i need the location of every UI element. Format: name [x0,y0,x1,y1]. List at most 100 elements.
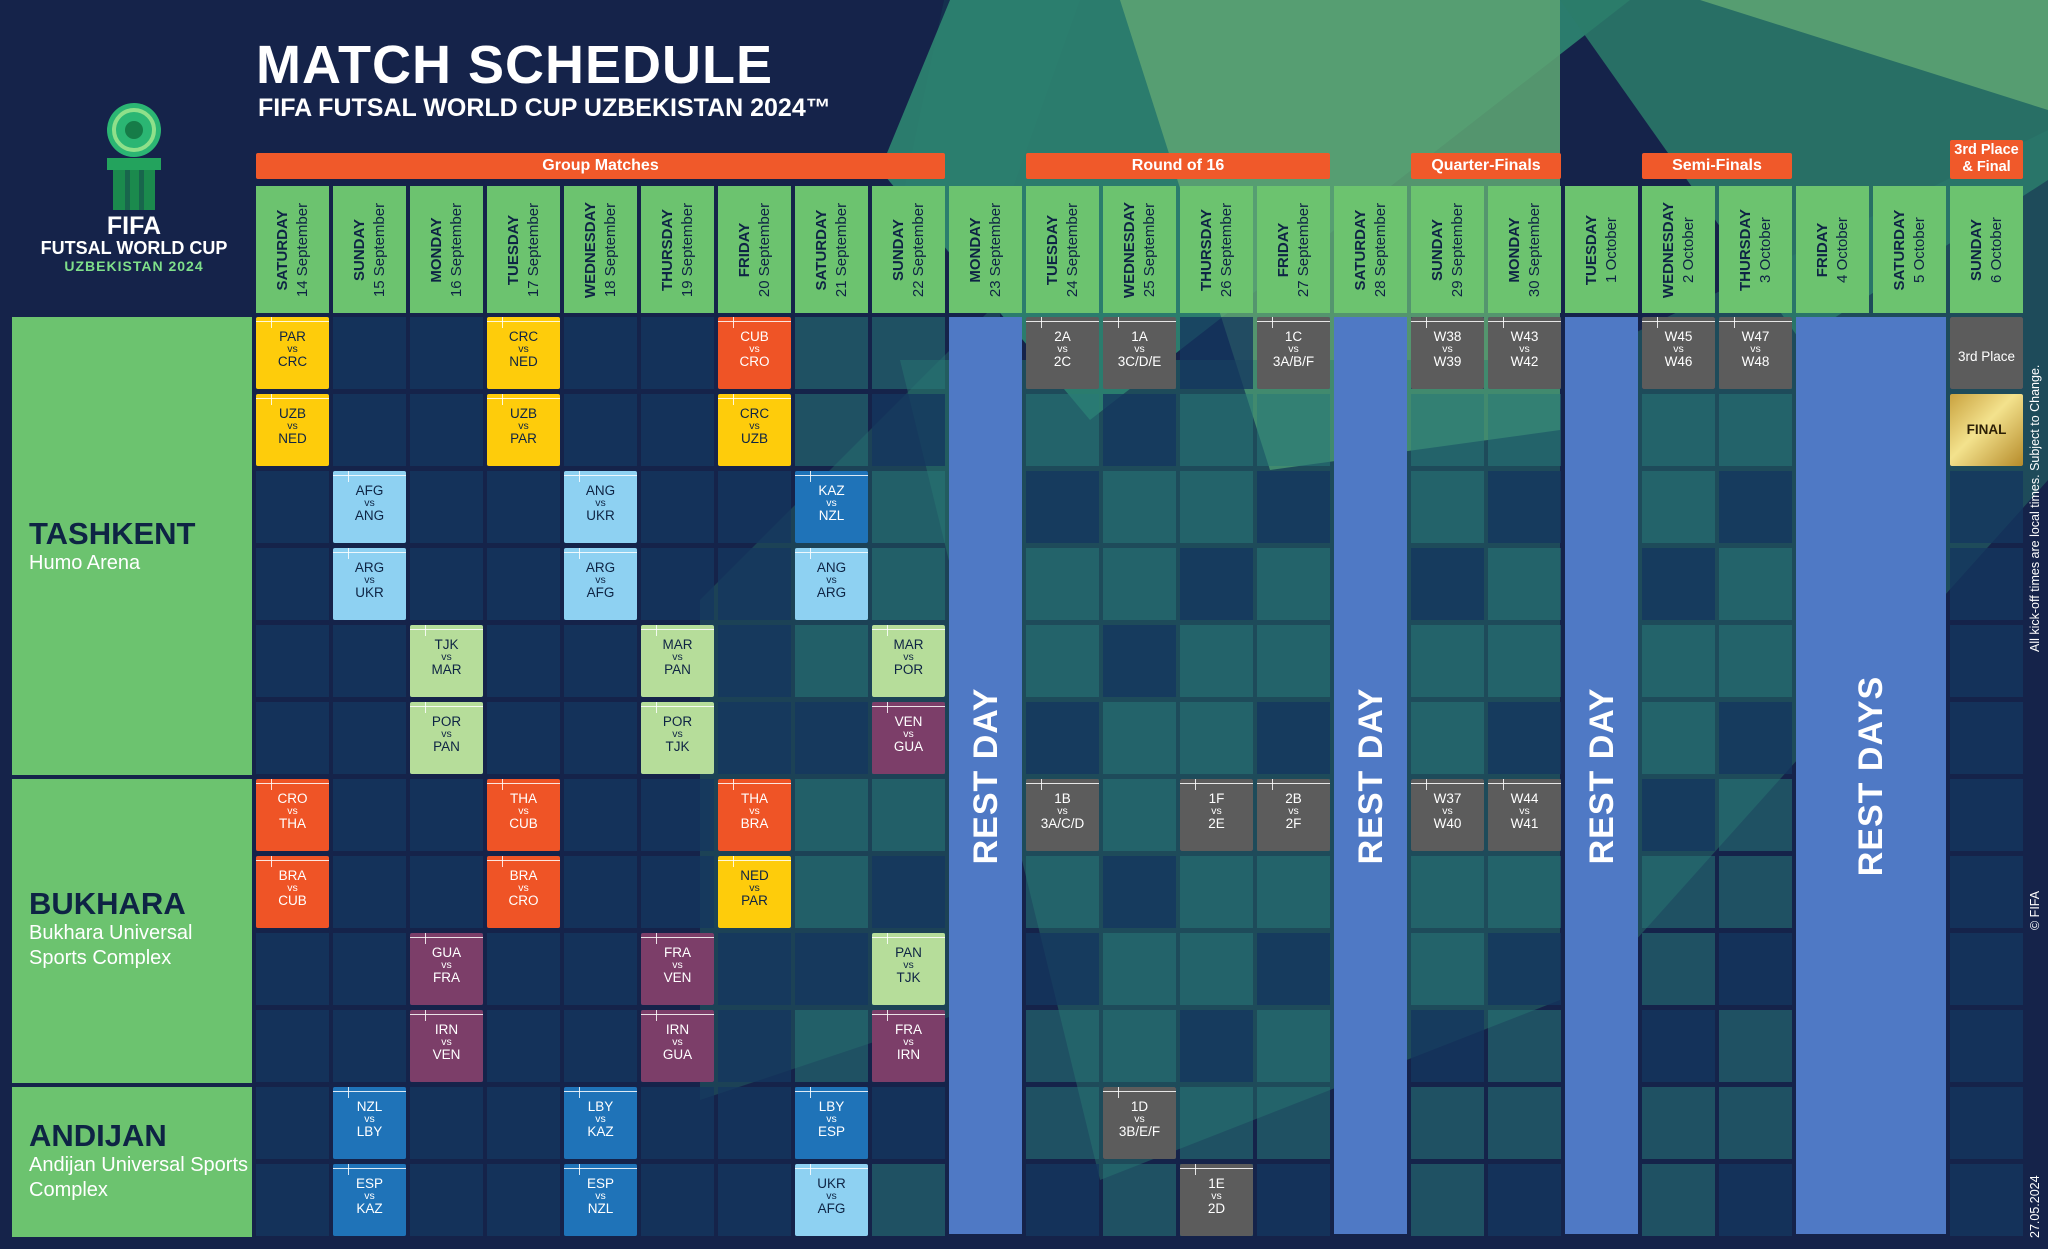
schedule-cell [256,1010,329,1082]
match-card[interactable]: VEN vs GUA [872,702,945,774]
schedule-cell [1026,1010,1099,1082]
day-header: SUNDAY 22 September [872,186,945,313]
team-a: CRO [277,791,308,806]
team-b: AFG [586,584,615,600]
schedule-cell [333,317,406,389]
day-header-text: TUESDAY 17 September [504,192,544,308]
team-a: W38 [1433,329,1462,344]
team-a: LBY [587,1099,614,1114]
match-card[interactable]: ARG vs AFG [564,548,637,620]
team-b: NED [278,430,307,446]
match-card[interactable]: W45 vs W46 [1642,317,1715,389]
venue-city: TASHKENT [29,516,196,551]
team-b: IRN [896,1046,921,1062]
vs-label: vs [595,573,606,586]
match-card[interactable]: 1B vs 3A/C/D [1026,779,1099,851]
match-card[interactable]: NED vs PAR [718,856,791,928]
match-card[interactable]: FRA vs VEN [641,933,714,1005]
match-card[interactable]: ANG vs ARG [795,548,868,620]
schedule-cell [1103,1010,1176,1082]
match-card[interactable]: TJK vs MAR [410,625,483,697]
futsal-ball-icon [107,103,161,210]
match-card[interactable]: THA vs BRA [718,779,791,851]
match-card[interactable]: PAR vs CRC [256,317,329,389]
vs-label: vs [903,650,914,663]
day-weekday: SATURDAY [812,209,830,290]
match-card[interactable]: CUB vs CRO [718,317,791,389]
day-date: 3 October [1756,216,1774,283]
schedule-cell [795,317,868,389]
day-header: TUESDAY 17 September [487,186,560,313]
match-card[interactable]: IRN vs VEN [410,1010,483,1082]
match-card[interactable]: IRN vs GUA [641,1010,714,1082]
vs-label: vs [364,573,375,586]
match-card[interactable]: 1A vs 3C/D/E [1103,317,1176,389]
vs-label: vs [364,496,375,509]
match-card[interactable]: W47 vs W48 [1719,317,1792,389]
match-card[interactable]: THA vs CUB [487,779,560,851]
team-a: W47 [1741,329,1770,344]
match-card[interactable]: ANG vs UKR [564,471,637,543]
schedule-cell [564,933,637,1005]
match-card[interactable]: UZB vs NED [256,394,329,466]
match-card[interactable]: ARG vs UKR [333,548,406,620]
team-b: PAN [664,661,691,677]
match-card[interactable]: BRA vs CUB [256,856,329,928]
vs-label: vs [441,1035,452,1048]
schedule-cell [1642,548,1715,620]
match-card[interactable]: LBY vs KAZ [564,1087,637,1159]
match-card[interactable]: KAZ vs NZL [795,471,868,543]
match-card[interactable]: FRA vs IRN [872,1010,945,1082]
schedule-cell [1257,933,1330,1005]
match-card[interactable]: UKR vs AFG [795,1164,868,1236]
match-card[interactable]: CRC vs UZB [718,394,791,466]
match-card[interactable]: 1C vs 3A/B/F [1257,317,1330,389]
schedule-cell [1257,856,1330,928]
match-card[interactable]: W38 vs W39 [1411,317,1484,389]
third-place-card[interactable]: 3rd Place [1950,317,2023,389]
match-card[interactable]: NZL vs LBY [333,1087,406,1159]
match-card[interactable]: MAR vs PAN [641,625,714,697]
match-card[interactable]: BRA vs CRO [487,856,560,928]
team-a: ARG [354,560,385,575]
day-weekday: TUESDAY [1582,214,1600,285]
match-card[interactable]: ESP vs NZL [564,1164,637,1236]
team-a: ESP [355,1176,383,1191]
match-card[interactable]: MAR vs POR [872,625,945,697]
day-weekday: FRIDAY [1274,222,1292,277]
phase-group-matches: Group Matches [256,153,945,179]
team-a: NED [740,868,769,883]
schedule-cell [641,548,714,620]
match-card[interactable]: AFG vs ANG [333,471,406,543]
match-card[interactable]: 2B vs 2F [1257,779,1330,851]
match-card[interactable]: W37 vs W40 [1411,779,1484,851]
team-a: MAR [662,637,693,652]
match-card[interactable]: 1E vs 2D [1180,1164,1253,1236]
match-card[interactable]: POR vs TJK [641,702,714,774]
day-weekday: SUNDAY [889,218,907,281]
schedule-cell [1642,779,1715,851]
match-card[interactable]: 2A vs 2C [1026,317,1099,389]
schedule-cell [1950,702,2023,774]
match-card[interactable]: CRC vs NED [487,317,560,389]
match-card[interactable]: UZB vs PAR [487,394,560,466]
final-match-card[interactable]: FINAL [1950,394,2023,466]
vs-label: vs [1519,804,1530,817]
vs-label: vs [364,1189,375,1202]
match-card[interactable]: PAN vs TJK [872,933,945,1005]
match-card[interactable]: W44 vs W41 [1488,779,1561,851]
team-a: POR [662,714,693,729]
phase-round-of-16: Round of 16 [1026,153,1330,179]
match-card[interactable]: LBY vs ESP [795,1087,868,1159]
match-card[interactable]: 1D vs 3B/E/F [1103,1087,1176,1159]
schedule-cell [1411,1164,1484,1236]
match-card[interactable]: GUA vs FRA [410,933,483,1005]
match-card[interactable]: 1F vs 2E [1180,779,1253,851]
match-card[interactable]: W43 vs W42 [1488,317,1561,389]
day-weekday: SUNDAY [350,218,368,281]
match-card[interactable]: ESP vs KAZ [333,1164,406,1236]
schedule-cell [256,548,329,620]
match-card[interactable]: CRO vs THA [256,779,329,851]
match-card[interactable]: POR vs PAN [410,702,483,774]
schedule-cell [1026,471,1099,543]
